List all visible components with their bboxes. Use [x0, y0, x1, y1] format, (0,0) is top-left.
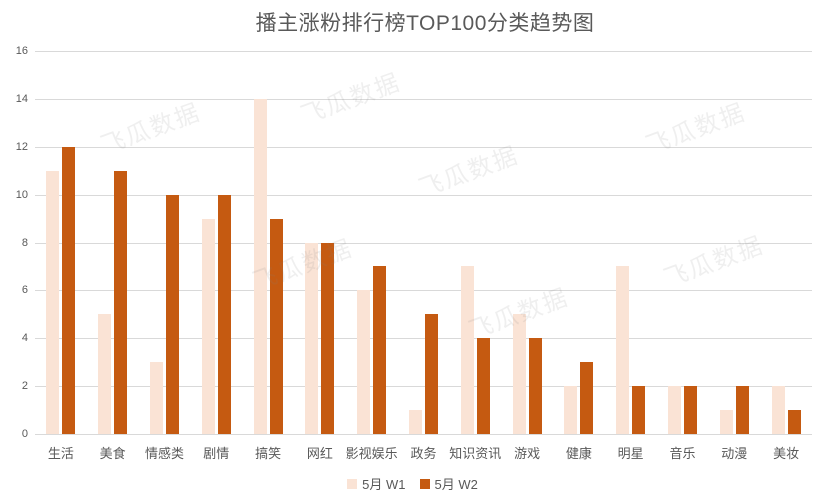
chart-title: 播主涨粉排行榜TOP100分类趋势图	[255, 12, 595, 35]
bar-w2-13[interactable]	[735, 386, 749, 434]
bar-w2-8[interactable]	[476, 338, 490, 434]
x-axis-label: 音乐	[669, 446, 696, 461]
bar-w2-4[interactable]	[269, 218, 283, 434]
x-axis-label: 游戏	[514, 446, 541, 461]
bar-w2-11[interactable]	[632, 386, 646, 434]
gridline	[35, 242, 812, 244]
legend-swatch-icon	[419, 478, 430, 489]
bar-w2-14[interactable]	[787, 410, 801, 434]
y-axis-label: 12	[15, 140, 28, 153]
gridline	[35, 434, 812, 435]
x-axis-label: 网红	[306, 446, 333, 461]
bar-w2-12[interactable]	[684, 386, 697, 434]
y-axis-label: 2	[21, 380, 28, 393]
bar-w1-3[interactable]	[201, 218, 215, 434]
bar-w2-5[interactable]	[321, 242, 335, 434]
bar-w1-12[interactable]	[668, 386, 681, 434]
x-axis-label: 动漫	[721, 446, 748, 461]
y-axis-label: 6	[21, 284, 28, 297]
x-axis-label: 健康	[565, 446, 592, 461]
gridline	[35, 194, 812, 196]
bar-w1-6[interactable]	[357, 290, 371, 434]
legend-label: 5月 W1	[362, 477, 406, 492]
x-axis-label: 剧情	[203, 446, 230, 461]
bar-w1-4[interactable]	[253, 98, 267, 434]
bar-w1-0[interactable]	[46, 170, 60, 434]
x-axis-label: 搞笑	[255, 446, 282, 461]
gridline	[35, 51, 812, 52]
bar-w1-2[interactable]	[150, 362, 163, 434]
bar-w2-0[interactable]	[62, 146, 76, 434]
x-axis-label: 美食	[99, 446, 126, 461]
legend-item-w1[interactable]: 5月 W1	[347, 474, 406, 493]
bar-w2-3[interactable]	[217, 194, 231, 434]
legend-label: 5月 W2	[434, 477, 478, 492]
y-axis-label: 10	[15, 188, 28, 201]
y-axis-label: 16	[15, 45, 28, 57]
bar-w2-1[interactable]	[114, 170, 128, 434]
y-axis-label: 0	[21, 428, 28, 440]
legend-item-w2[interactable]: 5月 W2	[419, 474, 478, 493]
bar-w1-1[interactable]	[98, 314, 112, 434]
x-axis-label: 明星	[617, 446, 644, 461]
x-axis-label: 知识资讯	[449, 446, 502, 461]
x-axis-label: 情感类	[144, 446, 184, 461]
x-axis-label: 美妆	[773, 446, 800, 461]
legend-swatch-icon	[347, 478, 358, 489]
x-axis-label: 影视娱乐	[345, 446, 398, 461]
bar-w1-5[interactable]	[305, 242, 319, 434]
bar-w1-7[interactable]	[409, 410, 422, 434]
gridline	[35, 98, 812, 100]
legend: 5月 W1 5月 W2	[0, 474, 825, 493]
bar-w2-7[interactable]	[425, 314, 438, 434]
bar-w1-10[interactable]	[564, 386, 578, 434]
y-axis-label: 8	[21, 236, 28, 249]
gridline	[35, 338, 812, 340]
bar-w1-14[interactable]	[771, 386, 785, 434]
gridline	[35, 146, 812, 148]
gridline	[35, 290, 812, 292]
bar-w1-11[interactable]	[616, 266, 630, 434]
bar-w1-8[interactable]	[460, 266, 474, 434]
bar-w2-9[interactable]	[528, 338, 542, 434]
y-axis-label: 14	[15, 92, 28, 105]
bar-w1-13[interactable]	[719, 410, 733, 434]
y-axis-label: 4	[21, 332, 28, 345]
bar-w1-9[interactable]	[512, 314, 526, 434]
x-axis-label: 政务	[410, 446, 437, 461]
bar-w2-10[interactable]	[580, 362, 594, 434]
bar-w2-6[interactable]	[373, 266, 387, 434]
bar-w2-2[interactable]	[166, 194, 179, 434]
x-axis-label: 生活	[47, 446, 74, 461]
gridline	[35, 386, 812, 388]
plot-area: 生活 美食 情感类 剧情 搞笑 网红 影视娱乐 政务 知识资讯 游戏 健康 明星 音乐 动漫 美妆	[35, 51, 812, 461]
